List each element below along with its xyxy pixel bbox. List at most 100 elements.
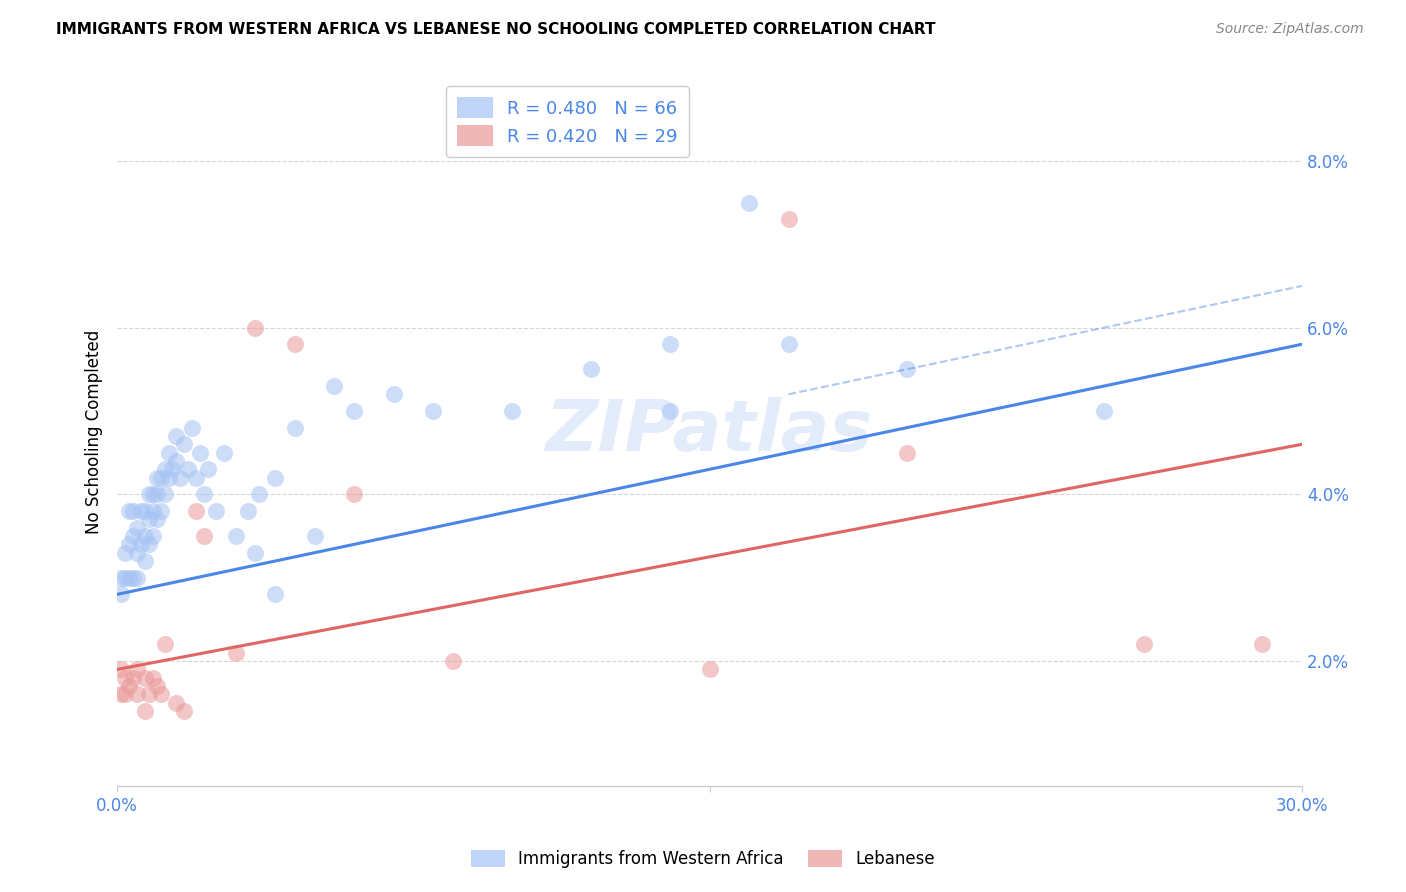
Point	[165, 454, 187, 468]
Point	[225, 529, 247, 543]
Point	[896, 362, 918, 376]
Point	[197, 462, 219, 476]
Point	[422, 404, 444, 418]
Point	[177, 462, 200, 476]
Point	[118, 679, 141, 693]
Point	[142, 504, 165, 518]
Point	[205, 504, 228, 518]
Point	[134, 671, 156, 685]
Point	[110, 571, 132, 585]
Point	[138, 487, 160, 501]
Point	[441, 654, 464, 668]
Point	[501, 404, 523, 418]
Point	[142, 671, 165, 685]
Point	[118, 504, 141, 518]
Point	[134, 554, 156, 568]
Point	[114, 688, 136, 702]
Point	[738, 195, 761, 210]
Text: IMMIGRANTS FROM WESTERN AFRICA VS LEBANESE NO SCHOOLING COMPLETED CORRELATION CH: IMMIGRANTS FROM WESTERN AFRICA VS LEBANE…	[56, 22, 936, 37]
Point	[579, 362, 602, 376]
Point	[134, 704, 156, 718]
Point	[153, 637, 176, 651]
Point	[153, 487, 176, 501]
Point	[110, 688, 132, 702]
Point	[149, 470, 172, 484]
Point	[129, 504, 152, 518]
Text: ZIPatlas: ZIPatlas	[546, 397, 873, 467]
Point	[125, 546, 148, 560]
Point	[186, 470, 208, 484]
Point	[138, 537, 160, 551]
Point	[284, 420, 307, 434]
Point	[118, 571, 141, 585]
Point	[1251, 637, 1274, 651]
Point	[343, 404, 366, 418]
Point	[122, 671, 145, 685]
Point	[181, 420, 204, 434]
Point	[188, 445, 211, 459]
Point	[173, 437, 195, 451]
Point	[122, 529, 145, 543]
Point	[145, 470, 167, 484]
Point	[193, 487, 215, 501]
Point	[114, 671, 136, 685]
Point	[236, 504, 259, 518]
Point	[149, 504, 172, 518]
Point	[134, 504, 156, 518]
Point	[110, 587, 132, 601]
Point	[1094, 404, 1116, 418]
Point	[145, 679, 167, 693]
Point	[157, 445, 180, 459]
Point	[247, 487, 270, 501]
Point	[382, 387, 405, 401]
Point	[125, 571, 148, 585]
Point	[110, 662, 132, 676]
Legend: R = 0.480   N = 66, R = 0.420   N = 29: R = 0.480 N = 66, R = 0.420 N = 29	[446, 87, 689, 157]
Point	[245, 320, 267, 334]
Point	[134, 529, 156, 543]
Point	[699, 662, 721, 676]
Legend: Immigrants from Western Africa, Lebanese: Immigrants from Western Africa, Lebanese	[464, 843, 942, 875]
Point	[157, 470, 180, 484]
Point	[129, 537, 152, 551]
Point	[165, 696, 187, 710]
Point	[122, 571, 145, 585]
Point	[165, 429, 187, 443]
Point	[145, 512, 167, 526]
Point	[138, 512, 160, 526]
Point	[162, 462, 184, 476]
Point	[125, 662, 148, 676]
Point	[1133, 637, 1156, 651]
Text: Source: ZipAtlas.com: Source: ZipAtlas.com	[1216, 22, 1364, 37]
Point	[138, 688, 160, 702]
Point	[193, 529, 215, 543]
Point	[142, 529, 165, 543]
Point	[896, 445, 918, 459]
Point	[212, 445, 235, 459]
Point	[114, 546, 136, 560]
Point	[778, 337, 800, 351]
Point	[304, 529, 326, 543]
Point	[173, 704, 195, 718]
Point	[169, 470, 191, 484]
Point	[264, 587, 287, 601]
Point	[125, 688, 148, 702]
Point	[778, 212, 800, 227]
Point	[118, 537, 141, 551]
Y-axis label: No Schooling Completed: No Schooling Completed	[86, 330, 103, 534]
Point	[149, 688, 172, 702]
Point	[186, 504, 208, 518]
Point	[145, 487, 167, 501]
Point	[122, 504, 145, 518]
Point	[142, 487, 165, 501]
Point	[659, 337, 682, 351]
Point	[659, 404, 682, 418]
Point	[323, 379, 346, 393]
Point	[264, 470, 287, 484]
Point	[153, 462, 176, 476]
Point	[125, 521, 148, 535]
Point	[343, 487, 366, 501]
Point	[114, 571, 136, 585]
Point	[284, 337, 307, 351]
Point	[245, 546, 267, 560]
